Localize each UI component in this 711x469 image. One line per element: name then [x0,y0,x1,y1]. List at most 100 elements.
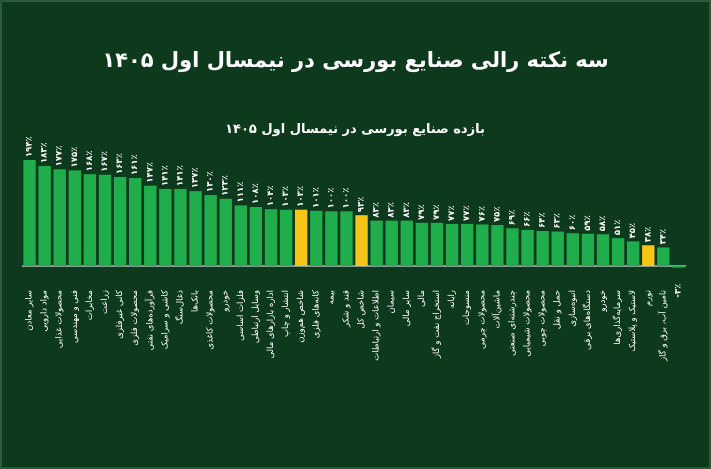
bar-3 [68,170,81,266]
bar-42 [657,247,670,266]
value-label-27: ۷۹٪ [432,204,442,220]
category-label-31: ماشین‌آلات [490,290,502,329]
bar-41 [642,245,655,266]
bar-32 [506,228,519,266]
bar-17 [279,209,293,266]
category-label-22: شاخص کل [357,290,367,329]
value-label-11: ۱۳۷٪ [191,167,201,188]
bar-43 [672,266,685,268]
bar-12 [204,194,217,266]
category-label-9: کاشی و سرامیک [160,289,170,349]
bar-16 [264,209,278,266]
value-label-12: ۱۳۰٪ [206,171,216,192]
bar-9 [159,188,172,266]
category-label-33: محصولات شیمیایی [523,290,533,357]
value-label-18: ۱۰۳٪ [296,186,306,207]
category-label-26: مالی [417,290,427,307]
bar-4 [83,174,97,266]
value-label-42: ۳۴٪ [658,229,668,245]
value-label-36: ۶۰٪ [568,215,578,231]
category-label-11: بانک‌ها [191,290,201,312]
category-label-15: وسایل ارتباطی [251,290,261,343]
value-label-10: ۱۴۱٪ [175,165,185,186]
chart-title: بازده صنایع بورسی در نیمسال اول ۱۴۰۵ [225,122,485,137]
value-label-20: ۱۰۰٪ [326,188,336,209]
value-label-28: ۷۷٪ [447,205,457,221]
category-label-29: منسوجات [462,290,472,325]
value-label-2: ۱۷۷٪ [55,146,65,167]
bar-13 [219,198,232,266]
value-label-39: ۵۱٪ [613,220,623,236]
bar-28 [445,223,459,266]
category-label-37: دستگاه‌های برقی [582,290,593,350]
value-label-7: ۱۶۱٪ [130,154,140,175]
value-label-40: ۴۵٪ [628,223,638,239]
bar-37 [581,233,595,266]
value-label-22: ۹۳٪ [357,197,367,213]
category-label-6: کانی غیرفلزی [115,289,125,339]
category-label-7: محصولات فلزی [130,290,140,346]
bar-1 [38,166,51,266]
value-label-6: ۱۶۳٪ [115,153,125,174]
bar-14 [234,205,247,266]
bar-38 [596,234,610,266]
value-label-37: ۵۹٪ [583,215,593,231]
bar-40 [626,241,640,266]
bar-19 [310,210,323,266]
bar-8 [144,185,157,266]
category-label-24: سیمان [387,290,397,313]
value-label-33: ۶۶٪ [523,211,533,227]
bar-39 [611,238,625,266]
bar-21 [340,211,353,266]
value-label-26: ۷۹٪ [417,204,427,220]
bar-23 [370,220,383,266]
bar-20 [325,211,338,266]
bar-29 [460,223,474,266]
value-label-1: ۱۸۳٪ [40,142,50,163]
bar-36 [566,233,579,266]
bar-30 [476,224,489,266]
category-label-27: استخراج نفت و گاز [431,290,442,359]
value-label-16: ۱۰۴٪ [266,185,276,206]
category-label-13: خودرو [221,290,231,313]
value-label-9: ۱۴۱٪ [160,165,170,186]
category-label-14: فلزات اساسی [236,290,246,341]
value-label-32: ۶۹٪ [507,210,517,226]
category-label-8: فرآورده‌های نفتی [143,290,155,350]
value-label-19: ۱۰۱٪ [311,187,321,208]
value-label-41: ۳۸٪ [643,227,653,243]
value-label-15: ۱۰۸٪ [251,183,261,204]
category-label-5: زراعت [100,290,110,314]
value-label-38: ۵۸٪ [598,216,608,232]
value-label-4: ۱۶۸٪ [85,150,95,171]
category-label-36: انبوه‌سازی [568,290,578,327]
value-label-5: ۱۶۷٪ [100,151,110,172]
value-label-25: ۸۳٪ [402,202,412,218]
value-label-30: ۷۶٪ [477,206,487,222]
category-label-32: چندرشته‌ای صنعتی [507,290,517,356]
bar-5 [98,174,112,266]
category-label-2: محصولات غذایی [55,290,65,348]
category-label-3: فنی و مهندسی [70,290,80,343]
category-label-19: کانه‌های فلزی [311,289,321,338]
category-label-18: شاخص هم‌وزن [296,290,306,343]
value-label-31: ۷۵٪ [492,206,502,222]
category-label-25: سایر مالی [402,290,412,326]
category-label-17: انتشار و چاپ [281,290,291,337]
value-label-23: ۸۳٪ [372,202,382,218]
bar-10 [174,188,187,266]
value-label-34: ۶۴٪ [538,212,548,228]
bar-25 [400,220,413,266]
bar-34 [536,231,549,266]
category-label-4: مخابرات [85,290,95,320]
category-label-20: بیمه [326,290,336,304]
value-label-13: ۱۲۳٪ [221,175,231,196]
category-label-30: محصولات چرمی [477,290,487,349]
category-label-23: اطلاعات و ارتباطات [372,290,382,361]
category-label-1: مواد دارویی [40,290,50,332]
category-label-41: تورم [643,289,653,306]
category-label-35: حمل و نقل [553,290,563,329]
category-label-0: سایر معادن [25,290,35,331]
